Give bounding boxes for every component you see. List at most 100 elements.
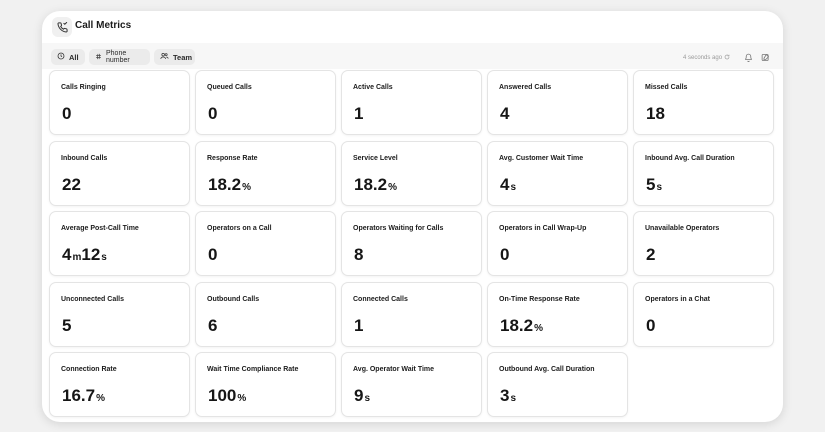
- metric-value: 1: [354, 104, 363, 124]
- metric-unit: s: [510, 181, 517, 193]
- clock-icon: [57, 52, 65, 62]
- refresh-icon: [724, 54, 730, 62]
- hash-icon: [95, 53, 102, 62]
- metric-value: 100%: [208, 386, 246, 409]
- metric-unit: %: [534, 322, 543, 334]
- metric-label: Operators in Call Wrap-Up: [499, 225, 587, 232]
- metric-label: Connection Rate: [61, 366, 117, 373]
- metric-card: Average Post-Call Time 4m12s: [49, 211, 190, 276]
- metric-value: 18.2%: [354, 175, 397, 198]
- metric-card: Wait Time Compliance Rate 100%: [195, 352, 336, 417]
- metric-unit: %: [237, 393, 247, 404]
- metric-label: Active Calls: [353, 84, 393, 91]
- metric-value: 0: [646, 316, 655, 336]
- metric-label: Average Post-Call Time: [61, 225, 139, 232]
- metric-number: 5: [646, 174, 656, 194]
- metric-number: 18.2: [354, 174, 388, 194]
- page-title: Call Metrics: [75, 20, 132, 31]
- filter-team-label: Team: [173, 52, 193, 62]
- title-bar: Call Metrics: [42, 11, 783, 43]
- metric-value: 18.2%: [208, 175, 251, 198]
- metric-card: Outbound Avg. Call Duration 3s: [487, 352, 628, 417]
- metric-card: Service Level 18.2%: [341, 140, 482, 206]
- metric-card: Inbound Calls 22: [49, 140, 190, 206]
- metric-number: 4: [62, 245, 72, 264]
- metric-card: Avg. Customer Wait Time 4s: [487, 140, 628, 206]
- metric-number: 3: [500, 386, 510, 405]
- filter-toolbar: All Phone number Team 4 seconds ago: [42, 43, 783, 69]
- metric-number: 16.7: [62, 386, 96, 405]
- edit-icon[interactable]: [760, 52, 770, 62]
- metric-unit: s: [656, 181, 663, 193]
- metric-card: Connected Calls 1: [341, 281, 482, 347]
- metric-label: Unavailable Operators: [645, 225, 720, 232]
- metric-value: 0: [500, 245, 509, 265]
- metric-value: 4s: [500, 175, 516, 198]
- metric-number: 18.2: [500, 315, 534, 335]
- metric-value: 18: [646, 104, 665, 124]
- metric-number: 12: [81, 245, 101, 264]
- metric-card: Operators Waiting for Calls 8: [341, 211, 482, 276]
- filter-all-button[interactable]: All: [51, 49, 85, 65]
- metric-card: On-Time Response Rate 18.2%: [487, 281, 628, 347]
- metric-number: 9: [354, 386, 364, 405]
- metric-number: 4: [500, 104, 510, 123]
- metric-label: Service Level: [353, 154, 398, 162]
- metric-number: 0: [646, 315, 656, 335]
- metric-card: Queued Calls 0: [195, 70, 336, 135]
- metric-number: 4: [500, 174, 510, 194]
- metric-value: 5s: [646, 175, 662, 198]
- metric-value: 1: [354, 316, 363, 336]
- metric-number: 1: [354, 104, 364, 123]
- metric-label: Operators on a Call: [207, 225, 272, 232]
- filter-team-button[interactable]: Team: [154, 49, 195, 65]
- metric-unit: s: [364, 393, 371, 404]
- metric-value: 16.7%: [62, 386, 105, 409]
- metric-label: Connected Calls: [353, 295, 408, 303]
- metric-value: 3s: [500, 386, 516, 409]
- metric-card: Operators on a Call 0: [195, 211, 336, 276]
- metric-number: 0: [208, 245, 218, 264]
- metric-label: Answered Calls: [499, 84, 552, 91]
- metric-label: Calls Ringing: [61, 84, 106, 91]
- filter-all-label: All: [69, 52, 79, 62]
- metric-value: 4m12s: [62, 245, 107, 268]
- metric-card: Inbound Avg. Call Duration 5s: [633, 140, 774, 206]
- metric-value: 0: [208, 104, 217, 124]
- metric-number: 0: [62, 104, 72, 123]
- metric-value: 22: [62, 175, 81, 195]
- metric-number: 2: [646, 245, 656, 264]
- metric-unit: m: [72, 252, 82, 263]
- metric-number: 5: [62, 315, 72, 335]
- metric-card: Avg. Operator Wait Time 9s: [341, 352, 482, 417]
- metric-unit: %: [242, 181, 251, 193]
- metric-card: Missed Calls 18: [633, 70, 774, 135]
- metric-label: Wait Time Compliance Rate: [207, 366, 299, 373]
- metric-value: 5: [62, 316, 71, 336]
- metric-card: Calls Ringing 0: [49, 70, 190, 135]
- metric-value: 8: [354, 245, 363, 265]
- metric-label: Inbound Avg. Call Duration: [645, 154, 735, 162]
- metric-number: 8: [354, 245, 364, 264]
- metric-card: Unavailable Operators 2: [633, 211, 774, 276]
- last-updated-text: 4 seconds ago: [683, 55, 723, 61]
- metric-value: 9s: [354, 386, 370, 409]
- filter-phone-number-button[interactable]: Phone number: [89, 49, 150, 65]
- metric-number: 6: [208, 315, 218, 335]
- phone-icon: [52, 17, 72, 37]
- metric-number: 18: [646, 104, 665, 123]
- metric-number: 0: [208, 104, 218, 123]
- metric-value: 4: [500, 104, 509, 124]
- metric-value: 0: [208, 245, 217, 265]
- bell-icon[interactable]: [743, 52, 753, 62]
- metric-label: Inbound Calls: [61, 154, 108, 162]
- metric-card: Active Calls 1: [341, 70, 482, 135]
- metric-label: Outbound Calls: [207, 295, 260, 303]
- metric-card: Operators in a Chat 0: [633, 281, 774, 347]
- metric-card: Operators in Call Wrap-Up 0: [487, 211, 628, 276]
- metric-label: Unconnected Calls: [61, 295, 125, 303]
- metrics-grid: Calls Ringing 0 Queued Calls 0 Active Calls 1…: [49, 70, 774, 417]
- last-updated-indicator[interactable]: 4 seconds ago: [683, 54, 730, 62]
- metric-card: Response Rate 18.2%: [195, 140, 336, 206]
- metric-value: 6: [208, 316, 217, 336]
